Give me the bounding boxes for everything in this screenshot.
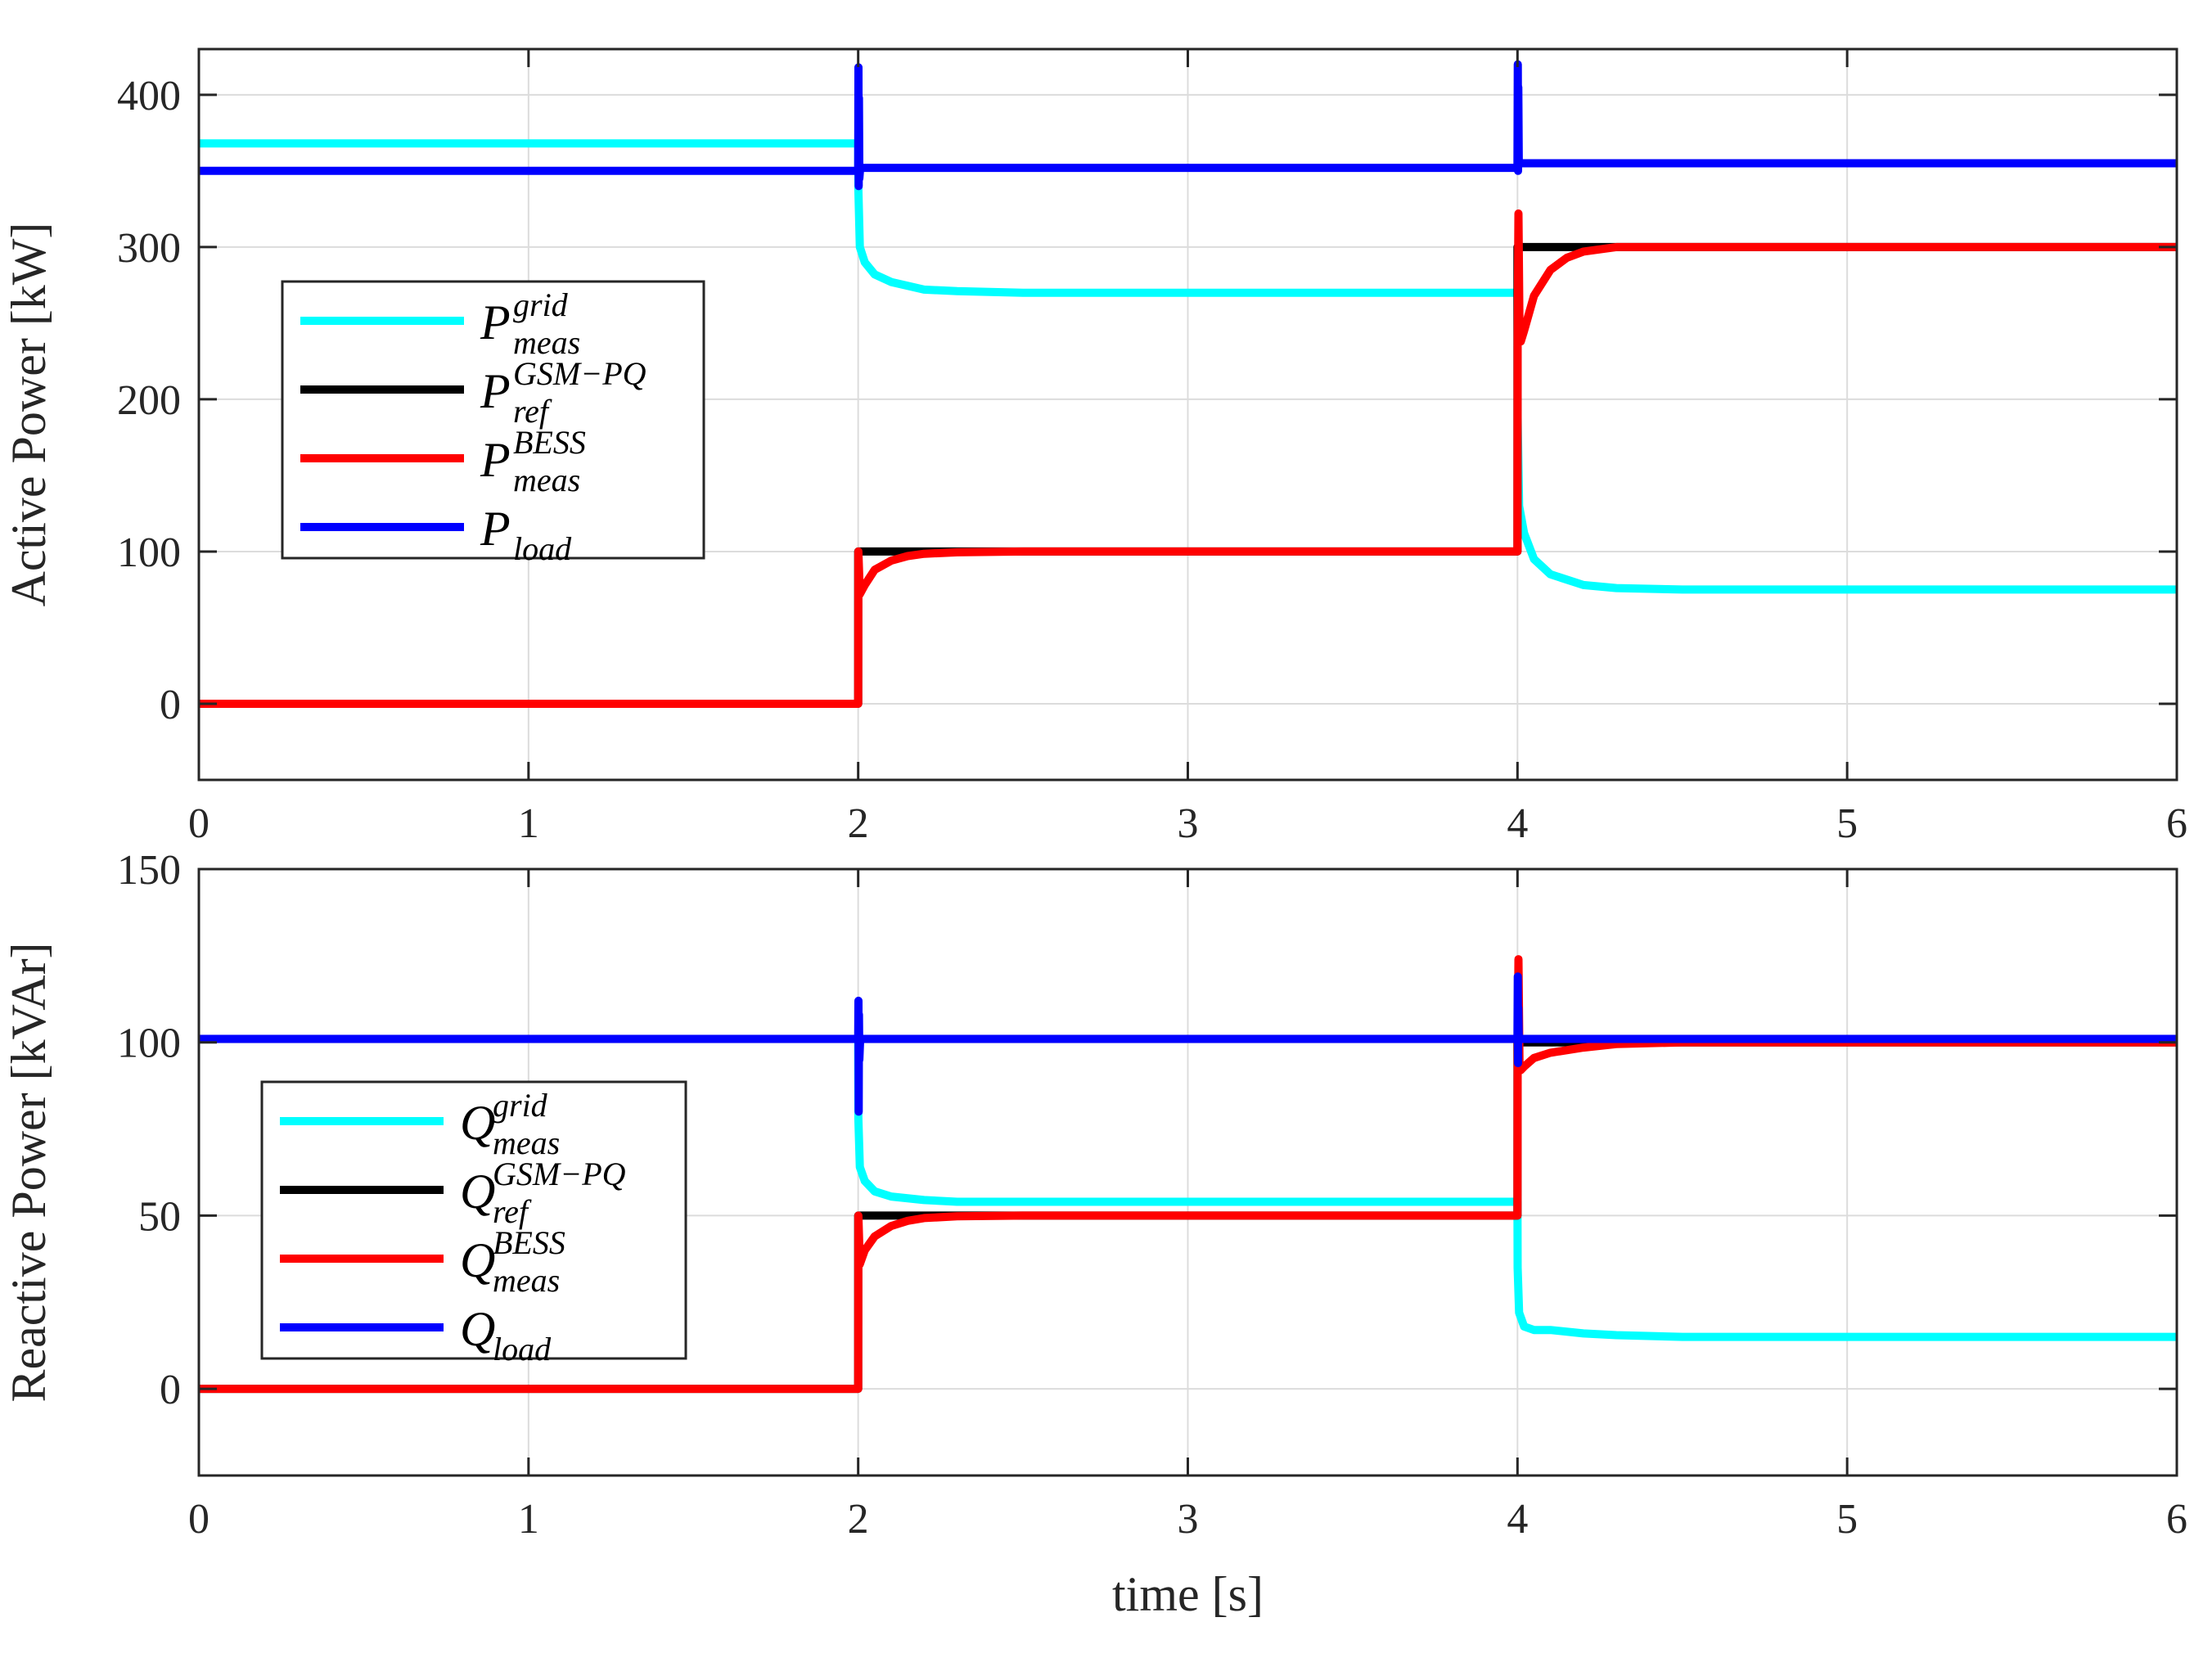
- x-tick-label: 3: [1178, 800, 1199, 847]
- x-tick-label: 3: [1178, 1496, 1199, 1543]
- x-tick-label: 5: [1836, 1496, 1858, 1543]
- x-tick-label: 1: [518, 1496, 539, 1543]
- legend-symbol: P: [480, 364, 511, 418]
- legend-superscript: GSM−PQ: [493, 1156, 626, 1192]
- x-tick-label: 5: [1836, 800, 1858, 847]
- legend-subscript: ref: [513, 393, 552, 430]
- series-group: [199, 60, 2177, 708]
- series-line-q_bess: [199, 955, 2177, 1394]
- legend-subscript: load: [513, 530, 572, 567]
- y-tick-label: 300: [117, 225, 181, 272]
- x-axis-label: time [s]: [1112, 1567, 1264, 1621]
- y-tick-label: 100: [117, 1020, 181, 1067]
- y-axis-label: Active Power [kW]: [2, 223, 56, 607]
- x-tick-label: 6: [2166, 1496, 2187, 1543]
- legend-subscript: meas: [513, 324, 580, 361]
- legend-symbol: P: [480, 502, 511, 556]
- x-tick-label: 2: [848, 1496, 869, 1543]
- x-tick-label: 6: [2166, 800, 2187, 847]
- legend-superscript: grid: [493, 1087, 548, 1124]
- y-tick-label: 50: [138, 1193, 181, 1240]
- legend-box: [260, 1080, 687, 1360]
- series-line-q_grid: [199, 1034, 2177, 1341]
- legend-subscript: ref: [493, 1193, 532, 1230]
- series-group: [199, 955, 2177, 1394]
- legend-symbol: P: [480, 433, 511, 487]
- legend-symbol: Q: [460, 1302, 495, 1356]
- legend-superscript: grid: [513, 286, 569, 323]
- legend-subscript: load: [493, 1331, 552, 1367]
- legend-superscript: BESS: [513, 424, 586, 461]
- y-tick-label: 0: [160, 1367, 181, 1413]
- y-tick-label: 100: [117, 529, 181, 576]
- y-tick-label: 0: [160, 682, 181, 728]
- legend-subscript: meas: [513, 462, 580, 498]
- y-tick-label: 400: [117, 73, 181, 119]
- legend-symbol: Q: [460, 1165, 495, 1219]
- x-tick-label: 0: [188, 800, 209, 847]
- x-tick-label: 1: [518, 800, 539, 847]
- legend-subscript: meas: [493, 1262, 560, 1299]
- y-axis-label: Reactive Power [kVAr]: [2, 942, 56, 1402]
- x-tick-label: 4: [1507, 800, 1528, 847]
- series-line-q_load: [199, 972, 2177, 1116]
- legend-symbol: Q: [460, 1233, 495, 1287]
- x-tick-label: 4: [1507, 1496, 1528, 1543]
- x-tick-label: 0: [188, 1496, 209, 1543]
- series-line-p_grid: [199, 139, 2177, 594]
- legend-superscript: BESS: [493, 1224, 565, 1261]
- series-line-p_load: [199, 60, 2177, 191]
- y-tick-label: 150: [117, 847, 181, 894]
- legend-symbol: P: [480, 295, 511, 349]
- legend-box: [281, 280, 705, 560]
- legend-superscript: GSM−PQ: [513, 355, 646, 392]
- x-tick-label: 2: [848, 800, 869, 847]
- y-tick-label: 200: [117, 377, 181, 424]
- series-line-p_bess: [199, 209, 2177, 708]
- legend-symbol: Q: [460, 1096, 495, 1150]
- reactive-power-panel: 0 1 2 3 4 5 6 0 50 100 150 Reactive Power [kVAr] tim…: [2, 847, 2187, 1621]
- legend-subscript: meas: [493, 1124, 560, 1161]
